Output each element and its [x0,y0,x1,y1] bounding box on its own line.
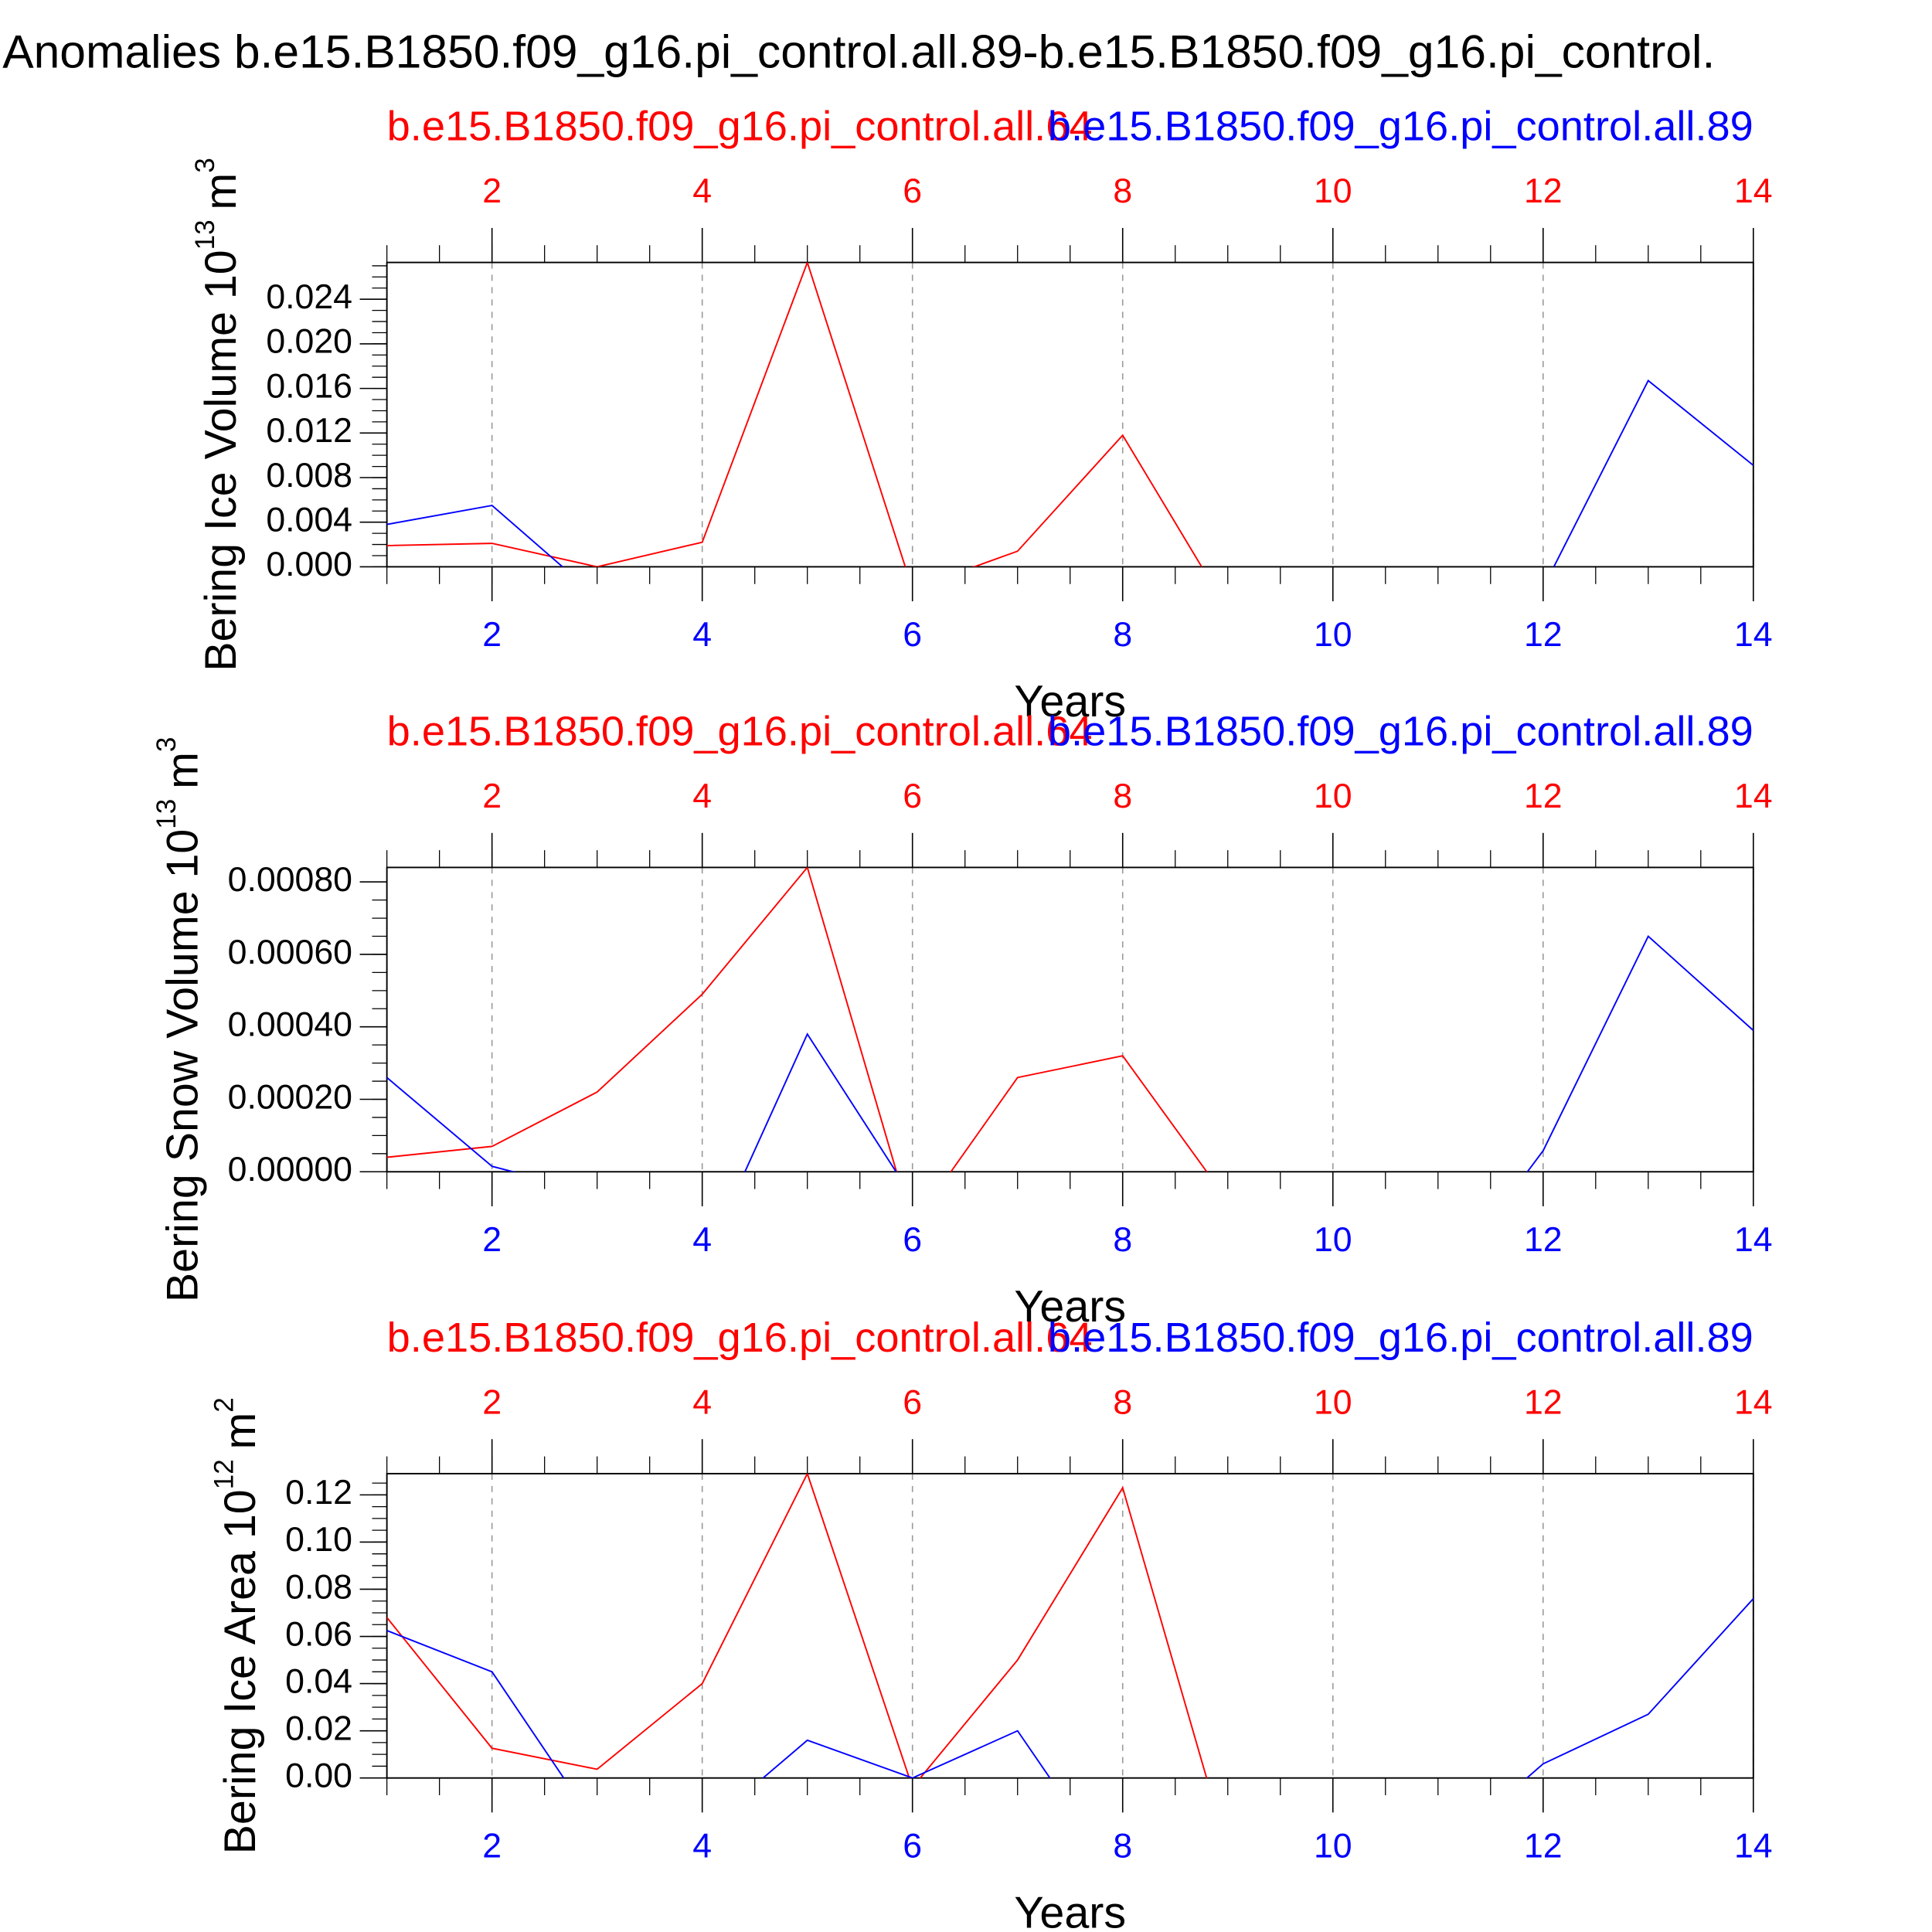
x-tick-label-bottom: 2 [482,616,502,654]
y-axis-label-part: Bering Snow Volume 10 [158,829,208,1302]
y-axis-label-part: 13 [190,219,220,250]
x-tick-label-top: 6 [903,1383,922,1421]
y-tick-label: 0.02 [285,1709,352,1747]
x-tick-label-bottom: 8 [1113,616,1132,654]
y-tick-label: 0.00060 [228,934,352,971]
legend-entry: b.e15.B1850.f09_g16.pi_control.all.64 [387,104,1093,150]
y-tick-label: 0.000 [266,546,352,583]
x-tick-label-bottom: 8 [1113,1221,1132,1259]
x-tick-label-bottom: 4 [692,616,712,654]
x-axis-label: Years [1014,1888,1126,1932]
x-tick-label-bottom: 6 [903,1221,922,1259]
data-line [386,262,1203,567]
x-tick-label-bottom: 6 [903,1827,922,1865]
x-tick-label-bottom: 8 [1113,1827,1132,1865]
x-tick-label-top: 12 [1524,1383,1563,1421]
x-tick-label-top: 8 [1113,172,1132,210]
x-tick-label-top: 10 [1314,172,1352,210]
y-tick-label: 0.00 [285,1757,352,1794]
x-tick-label-top: 10 [1314,1383,1352,1421]
x-tick-label-top: 4 [692,172,712,210]
y-tick-label: 0.012 [266,412,352,450]
x-tick-label-top: 2 [482,1383,502,1421]
y-axis-label: Bering Ice Area 1012 m2 [209,1397,265,1854]
plot-frame [386,866,1754,1173]
plot-frame [386,261,1754,568]
x-tick-label-bottom: 12 [1524,616,1563,654]
legend-entry: b.e15.B1850.f09_g16.pi_control.all.89 [1048,104,1753,150]
y-axis-label-part: 2 [209,1397,240,1413]
x-tick-label-bottom: 14 [1734,616,1773,654]
y-axis-label-part: 13 [151,799,182,829]
x-axis-label: Years [1014,677,1126,726]
x-tick-label-top: 14 [1734,1383,1773,1421]
y-tick-label: 0.04 [285,1662,352,1700]
plot-frame [386,1472,1754,1779]
y-axis-label: Bering Ice Volume 1013 m3 [190,158,246,671]
x-tick-label-top: 2 [482,172,502,210]
legend-entry: b.e15.B1850.f09_g16.pi_control.all.64 [387,709,1093,755]
y-tick-label: 0.016 [266,367,352,405]
x-tick-label-top: 14 [1734,777,1773,815]
data-line [386,867,1208,1172]
y-tick-label: 0.00000 [228,1151,352,1189]
x-tick-label-bottom: 2 [482,1221,502,1259]
y-tick-label: 0.024 [266,278,352,316]
x-tick-label-top: 12 [1524,172,1563,210]
y-axis-label-part: m [196,173,246,210]
x-axis-label: Years [1014,1282,1126,1332]
y-axis-label-part: 3 [151,737,182,753]
x-tick-label-bottom: 10 [1314,1221,1352,1259]
y-tick-label: 0.08 [285,1568,352,1606]
legend-entry: b.e15.B1850.f09_g16.pi_control.all.89 [1048,709,1753,755]
y-tick-label: 0.008 [266,457,352,495]
y-tick-label: 0.06 [285,1615,352,1653]
y-tick-label: 0.00080 [228,861,352,899]
x-tick-label-bottom: 12 [1524,1827,1563,1865]
y-axis-label-part: m [158,752,208,789]
x-tick-label-bottom: 6 [903,616,922,654]
data-line [386,1473,1208,1778]
y-tick-label: 0.020 [266,323,352,361]
legend-entry: b.e15.B1850.f09_g16.pi_control.all.89 [1048,1315,1753,1361]
x-tick-label-bottom: 10 [1314,1827,1352,1865]
y-tick-label: 0.12 [285,1474,352,1512]
x-tick-label-top: 6 [903,172,922,210]
panel: 2 2 4 4 6 6 8 8 10 10 12 12 14 14 0.000 0.004 0.008 0.012… [190,104,1773,726]
x-tick-label-top: 4 [692,1383,712,1421]
y-axis-label-part: m [216,1413,265,1450]
y-axis-label-part: Bering Ice Area 10 [216,1489,265,1854]
y-axis-label-part: Bering Ice Volume 10 [196,250,246,671]
y-tick-label: 0.00020 [228,1078,352,1116]
y-axis-label: Bering Snow Volume 1013 m3 [151,737,207,1302]
x-tick-label-bottom: 10 [1314,616,1352,654]
panel: 2 2 4 4 6 6 8 8 10 10 12 12 14 14 0.00 0.02 0.04 0.06 0.08… [209,1315,1773,1932]
x-tick-label-bottom: 14 [1734,1827,1773,1865]
x-tick-label-top: 4 [692,777,712,815]
x-tick-label-bottom: 4 [692,1221,712,1259]
x-tick-label-top: 6 [903,777,922,815]
x-tick-label-bottom: 14 [1734,1221,1773,1259]
x-tick-label-top: 10 [1314,777,1352,815]
panel: 2 2 4 4 6 6 8 8 10 10 12 12 14 14 0.00000 0.00020 0.0004… [151,709,1772,1332]
x-tick-label-bottom: 12 [1524,1221,1563,1259]
chart-title: Anomalies b.e15.B1850.f09_g16.pi_control… [2,26,1715,78]
y-axis-label-part: 12 [209,1459,240,1489]
x-tick-label-top: 2 [482,777,502,815]
x-tick-label-bottom: 2 [482,1827,502,1865]
x-tick-label-top: 14 [1734,172,1773,210]
x-tick-label-top: 12 [1524,777,1563,815]
y-tick-label: 0.10 [285,1521,352,1559]
x-tick-label-top: 8 [1113,777,1132,815]
legend-entry: b.e15.B1850.f09_g16.pi_control.all.64 [387,1315,1093,1361]
x-tick-label-bottom: 4 [692,1827,712,1865]
data-line [386,379,1753,567]
y-tick-label: 0.004 [266,502,352,539]
x-tick-label-top: 8 [1113,1383,1132,1421]
y-axis-label-part: 3 [190,158,220,173]
y-tick-label: 0.00040 [228,1006,352,1044]
